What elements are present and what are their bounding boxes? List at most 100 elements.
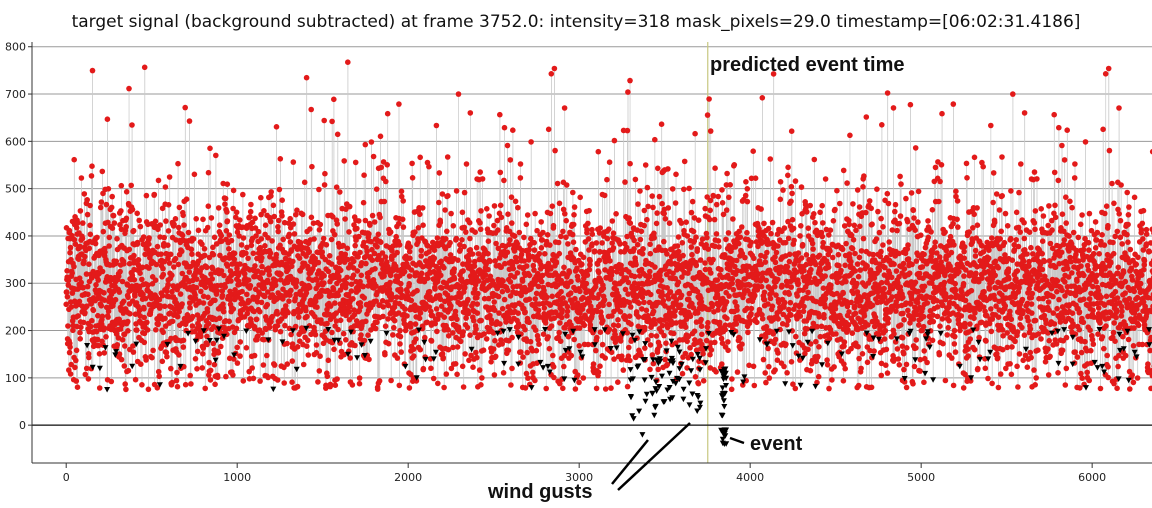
data-point — [517, 175, 524, 181]
data-point — [141, 314, 147, 321]
data-point — [291, 231, 298, 237]
data-point — [73, 378, 80, 384]
data-point — [249, 219, 256, 226]
data-point — [426, 163, 432, 170]
data-point — [751, 255, 757, 262]
data-point — [712, 165, 718, 171]
data-point — [493, 240, 499, 247]
data-point — [259, 263, 265, 270]
data-point — [321, 182, 328, 188]
data-point — [597, 363, 603, 370]
data-point — [125, 328, 131, 334]
data-point — [921, 251, 927, 258]
data-point — [459, 363, 466, 370]
data-point — [398, 349, 405, 355]
data-point — [532, 210, 538, 217]
data-point — [71, 236, 78, 243]
data-point — [515, 310, 521, 317]
data-point — [204, 341, 210, 348]
data-point — [918, 232, 924, 238]
data-point — [813, 338, 819, 345]
data-point — [900, 260, 907, 267]
data-point — [545, 334, 551, 340]
data-point — [134, 210, 140, 217]
data-point — [924, 300, 931, 306]
data-point — [561, 363, 567, 370]
data-point — [233, 209, 240, 216]
data-point — [511, 233, 518, 239]
data-point — [868, 384, 875, 391]
data-point — [675, 248, 682, 255]
data-point — [881, 285, 887, 292]
data-point — [520, 354, 526, 360]
data-point — [917, 368, 923, 374]
data-point — [505, 347, 512, 354]
data-point — [507, 157, 514, 163]
data-point — [606, 159, 613, 165]
data-point — [96, 385, 103, 391]
data-point — [689, 251, 695, 258]
data-point — [793, 333, 799, 340]
data-point — [661, 332, 667, 339]
data-point — [286, 231, 293, 238]
data-point — [497, 169, 504, 176]
data-point — [512, 198, 519, 205]
data-point — [821, 315, 827, 321]
data-point — [664, 251, 670, 257]
data-point — [422, 334, 428, 341]
data-point — [247, 282, 254, 289]
data-point — [451, 276, 458, 282]
data-point — [415, 225, 422, 231]
data-point — [233, 214, 239, 221]
data-point — [210, 340, 217, 347]
data-point — [672, 200, 679, 206]
data-point — [136, 217, 142, 224]
data-point — [894, 346, 901, 352]
data-point — [370, 153, 377, 160]
data-point — [102, 249, 108, 255]
data-point — [437, 219, 444, 226]
data-point — [808, 266, 814, 273]
data-point — [816, 252, 823, 259]
data-point — [631, 273, 638, 280]
data-point — [454, 344, 461, 350]
data-point — [665, 296, 672, 302]
data-point — [910, 207, 917, 214]
data-point — [281, 219, 288, 226]
data-point — [789, 216, 796, 223]
data-point — [205, 203, 212, 209]
data-point — [279, 197, 286, 203]
data-point — [71, 263, 77, 270]
data-point — [141, 306, 147, 312]
data-point — [638, 228, 645, 235]
data-point — [324, 320, 330, 327]
data-point — [662, 216, 669, 222]
data-point — [860, 235, 867, 242]
data-point — [561, 264, 567, 271]
data-point — [136, 307, 143, 314]
data-point — [259, 330, 266, 336]
data-point — [430, 375, 437, 382]
data-point — [587, 257, 593, 264]
data-point — [817, 267, 824, 273]
data-point — [804, 326, 810, 332]
data-point — [418, 247, 425, 254]
data-point — [221, 324, 227, 331]
data-point — [768, 230, 774, 237]
data-point — [715, 193, 721, 200]
data-point — [406, 273, 413, 279]
data-point — [526, 272, 533, 279]
data-point — [275, 217, 282, 224]
data-point — [428, 338, 435, 344]
data-point — [689, 198, 696, 205]
data-point — [457, 338, 464, 345]
data-point — [538, 219, 544, 225]
data-point — [460, 268, 466, 274]
data-point — [137, 223, 144, 230]
data-point — [228, 237, 235, 244]
data-point — [889, 227, 896, 233]
data-point — [337, 317, 344, 324]
data-point — [314, 304, 320, 311]
data-point — [861, 313, 868, 319]
data-point — [173, 237, 179, 243]
